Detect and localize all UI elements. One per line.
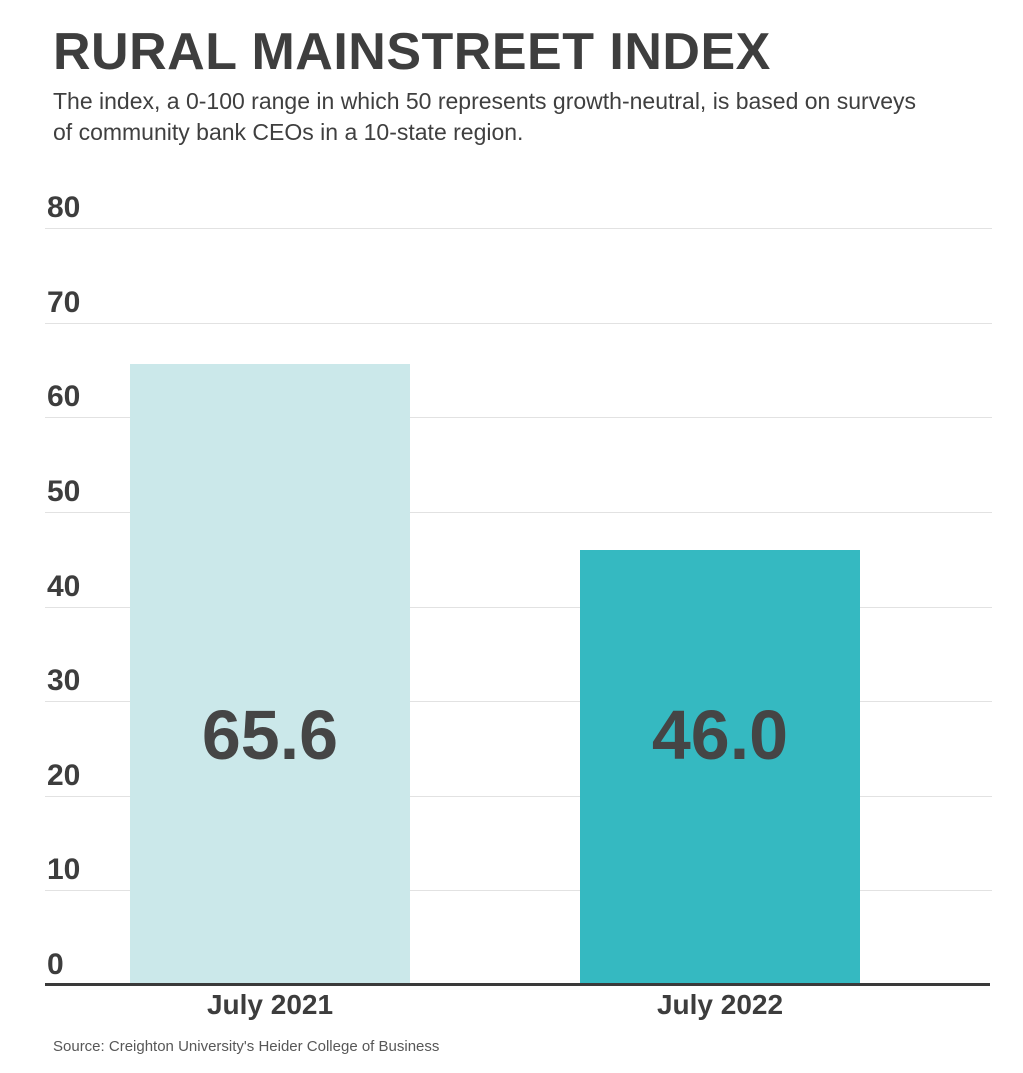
gridline-y-60: [45, 417, 992, 419]
chart-title: RURAL MAINSTREET INDEX: [53, 23, 771, 81]
chart-subtitle: The index, a 0-100 range in which 50 rep…: [53, 88, 916, 145]
y-axis-tick-label-50: 50: [47, 474, 81, 508]
gridline-y-70: [45, 322, 992, 324]
x-axis-line: [45, 983, 990, 986]
bar-july-2022: 46.0: [580, 549, 860, 985]
y-axis-tick-label-40: 40: [47, 569, 81, 603]
plot-area: 0 10 20 30 40 50 60 70 80 65.6 46.0: [45, 193, 992, 986]
y-axis-tick-label-20: 20: [47, 758, 81, 792]
x-axis-label-july-2022: July 2022: [656, 989, 784, 1020]
x-axis-label-july-2021: July 2021: [206, 989, 334, 1020]
gridline-y-80: [45, 228, 992, 229]
y-axis-tick-label-0: 0: [47, 948, 64, 981]
gridline-y-20: [45, 795, 992, 797]
gridline-y-40: [45, 606, 992, 608]
gridline-y-50: [45, 511, 992, 513]
bar-value-label: 65.6: [201, 696, 339, 774]
source-note: Source: Creighton University's Heider Co…: [53, 1038, 440, 1055]
gridline-y-30: [45, 701, 992, 703]
bar-july-2021: 65.6: [130, 364, 410, 985]
y-axis-tick-label-10: 10: [47, 853, 81, 887]
gridline-y-10: [45, 890, 992, 892]
y-axis-tick-label-30: 30: [47, 664, 81, 698]
y-axis-tick-label-60: 60: [47, 380, 81, 414]
y-axis-tick-label-70: 70: [47, 285, 81, 319]
bar-value-label: 46.0: [651, 696, 789, 774]
y-axis-tick-label-80: 80: [47, 191, 81, 224]
